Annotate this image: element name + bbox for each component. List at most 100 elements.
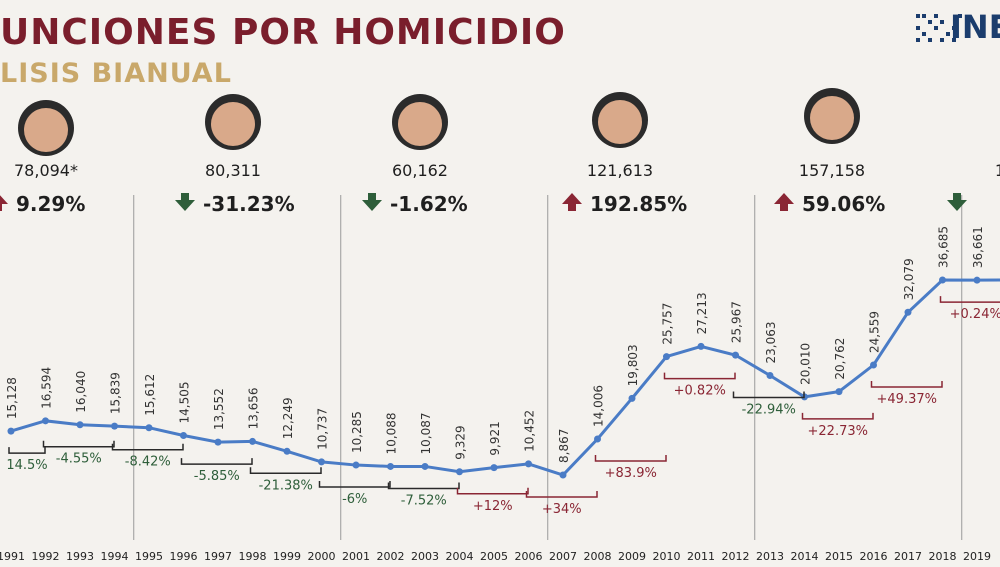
data-label: 14,505 <box>178 381 192 423</box>
data-label: 13,656 <box>247 387 261 429</box>
period-total: 60,162 <box>392 161 448 180</box>
data-point <box>904 308 912 316</box>
data-label: 20,010 <box>799 343 813 385</box>
change-bracket <box>594 454 667 462</box>
x-tick-label: 2001 <box>342 550 370 563</box>
change-bracket <box>8 447 46 454</box>
x-tick-label: 1994 <box>101 550 129 563</box>
data-point <box>663 353 670 361</box>
period-change: 59.06% <box>802 192 885 216</box>
president-face <box>24 108 68 152</box>
x-tick-label: 1993 <box>66 550 94 563</box>
change-bracket <box>42 440 115 448</box>
x-tick-label: 2013 <box>756 550 784 563</box>
data-point <box>76 421 84 429</box>
change-label: +34% <box>542 502 582 517</box>
x-tick-label: 1992 <box>32 550 60 563</box>
data-label: 36,685 <box>937 226 951 268</box>
data-point <box>766 371 774 379</box>
data-label: 8,867 <box>557 429 571 463</box>
arrow-down-icon <box>175 193 195 211</box>
x-tick-label: 2008 <box>584 550 612 563</box>
data-label: 15,128 <box>5 377 19 419</box>
change-label: -22.94% <box>742 402 796 417</box>
change-bracket <box>387 482 460 490</box>
president-face <box>398 102 442 146</box>
data-point <box>456 468 463 476</box>
x-tick-label: 2006 <box>515 550 543 563</box>
data-point <box>214 438 222 446</box>
data-label: 14,006 <box>592 385 606 427</box>
data-point <box>352 461 360 469</box>
page-title: UNCIONES POR HOMICIDIO <box>0 12 566 53</box>
arrow-down-icon <box>947 193 967 211</box>
x-tick-label: 2005 <box>480 550 508 563</box>
change-label: +22.73% <box>808 424 868 439</box>
change-label: -7.52% <box>401 493 447 508</box>
data-label: 32,079 <box>902 258 916 300</box>
period-total: 78,094* <box>14 161 78 180</box>
change-bracket <box>870 381 943 388</box>
logo-text: INE <box>950 8 1000 46</box>
change-label: +0.24% <box>950 307 1000 322</box>
data-point <box>525 460 532 468</box>
change-label: -21.38% <box>259 478 313 493</box>
arrow-up-icon <box>562 193 582 211</box>
change-bracket <box>663 372 736 380</box>
change-label: +0.82% <box>674 384 726 399</box>
data-label: 36,661 <box>971 226 985 268</box>
arrow-down-icon <box>362 193 382 211</box>
period-total: 80,311 <box>205 161 261 180</box>
data-label: 27,213 <box>695 292 709 334</box>
x-tick-label: 2015 <box>825 550 853 563</box>
data-point <box>628 394 636 402</box>
data-point <box>421 462 429 470</box>
change-label: -4.55% <box>56 452 102 467</box>
data-point <box>732 351 739 359</box>
data-label: 19,803 <box>626 344 640 386</box>
data-label: 10,087 <box>419 412 433 454</box>
period-change: -1.62% <box>390 192 468 216</box>
x-tick-label: 2004 <box>446 550 474 563</box>
data-label: 15,612 <box>143 374 157 416</box>
x-tick-label: 2009 <box>618 550 646 563</box>
data-point <box>283 447 291 455</box>
period-total: 121,613 <box>587 161 653 180</box>
data-point <box>870 361 877 369</box>
x-tick-label: 1997 <box>204 550 232 563</box>
change-bracket <box>732 391 805 399</box>
data-label: 10,452 <box>523 410 537 452</box>
data-point <box>111 422 118 430</box>
x-tick-label: 2012 <box>722 550 750 563</box>
page-subtitle: LISIS BIANUAL <box>0 58 232 89</box>
arrow-up-icon <box>0 195 8 211</box>
arrow-up-icon <box>774 193 794 211</box>
data-label: 9,921 <box>488 421 502 455</box>
change-bracket <box>456 487 529 495</box>
data-label: 25,967 <box>730 301 744 343</box>
data-point <box>559 471 567 479</box>
data-label: 24,559 <box>868 311 882 353</box>
x-tick-label: 2000 <box>308 550 336 563</box>
president-face <box>211 102 255 146</box>
change-bracket <box>318 481 391 488</box>
data-point <box>180 431 187 439</box>
x-tick-label: 2016 <box>860 550 888 563</box>
data-point <box>318 458 325 466</box>
x-tick-label: 2014 <box>791 550 819 563</box>
x-tick-label: 2017 <box>894 550 922 563</box>
x-tick-label: 2018 <box>929 550 957 563</box>
x-tick-label: 2007 <box>549 550 577 563</box>
change-label: +12% <box>473 499 513 514</box>
period-total: 1 <box>995 161 1000 180</box>
change-label: +49.37% <box>877 392 937 407</box>
change-bracket <box>180 458 253 465</box>
homicide-series-line <box>10 278 1000 477</box>
x-tick-label: 2002 <box>377 550 405 563</box>
data-label: 16,040 <box>74 371 88 413</box>
x-tick-label: 2003 <box>411 550 439 563</box>
change-bracket <box>525 491 598 498</box>
period-change: 9.29% <box>16 192 85 216</box>
x-tick-label: 2010 <box>653 550 681 563</box>
